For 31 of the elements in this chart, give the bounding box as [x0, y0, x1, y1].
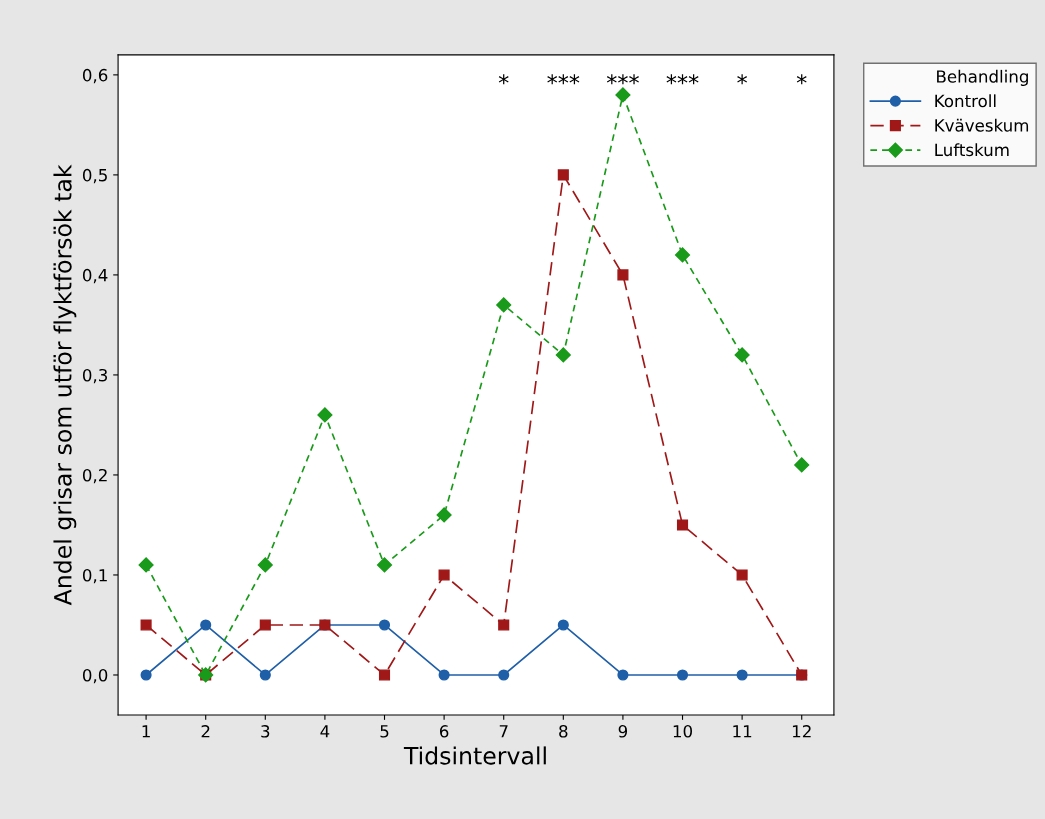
x-tick-label: 6 — [439, 725, 449, 738]
annotation: *** — [606, 74, 639, 85]
y-tick-label: 0,1 — [82, 568, 107, 584]
x-tick-label: 9 — [618, 725, 628, 738]
x-axis-title: Tidsintervall — [403, 746, 546, 765]
x-tick-label: 1 — [142, 725, 150, 738]
x-tick-label: 5 — [380, 725, 389, 738]
x-tick-label: 10 — [673, 725, 693, 738]
y-tick-label: 0,5 — [82, 168, 107, 184]
annotation: *** — [666, 74, 699, 85]
y-tick-label: 0,2 — [82, 468, 107, 484]
x-tick-label: 2 — [201, 725, 210, 738]
y-tick-label: 0,4 — [82, 268, 108, 284]
x-tick-label: 7 — [499, 725, 508, 738]
y-tick-label: 0,0 — [82, 668, 108, 684]
y-tick-label: 0,6 — [82, 68, 108, 84]
legend-label: Kväveskum — [935, 118, 1029, 132]
x-tick-label: 4 — [320, 725, 330, 738]
annotation: * — [796, 74, 807, 85]
legend-title: Behandling — [937, 69, 1028, 86]
annotation: * — [737, 74, 748, 85]
x-tick-label: 8 — [559, 725, 568, 738]
x-tick-label: 11 — [733, 725, 752, 738]
y-tick-label: 0,3 — [82, 368, 108, 384]
x-tick-label: 12 — [792, 725, 811, 738]
legend-label: Kontroll — [935, 94, 996, 108]
y-axis-title: Andel grisar som utför flyktförsök tak — [53, 164, 77, 606]
annotation: * — [498, 74, 509, 85]
annotation: *** — [547, 74, 580, 85]
legend-label: Luftskum — [935, 143, 1009, 157]
x-tick-label: 3 — [261, 725, 270, 738]
